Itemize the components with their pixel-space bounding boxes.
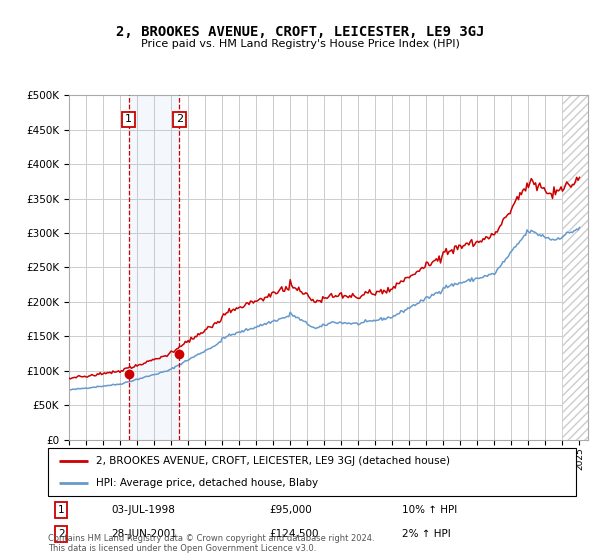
Text: 03-JUL-1998: 03-JUL-1998 (112, 505, 175, 515)
Text: 2, BROOKES AVENUE, CROFT, LEICESTER, LE9 3GJ: 2, BROOKES AVENUE, CROFT, LEICESTER, LE9… (116, 25, 484, 39)
Text: 28-JUN-2001: 28-JUN-2001 (112, 529, 177, 539)
FancyBboxPatch shape (48, 448, 576, 496)
Text: 2, BROOKES AVENUE, CROFT, LEICESTER, LE9 3GJ (detached house): 2, BROOKES AVENUE, CROFT, LEICESTER, LE9… (95, 456, 449, 466)
Text: Price paid vs. HM Land Registry's House Price Index (HPI): Price paid vs. HM Land Registry's House … (140, 39, 460, 49)
Text: £124,500: £124,500 (270, 529, 319, 539)
Text: Contains HM Land Registry data © Crown copyright and database right 2024.
This d: Contains HM Land Registry data © Crown c… (48, 534, 374, 553)
Text: 2: 2 (176, 114, 183, 124)
Text: 1: 1 (125, 114, 132, 124)
Text: 2% ↑ HPI: 2% ↑ HPI (402, 529, 451, 539)
Text: £95,000: £95,000 (270, 505, 313, 515)
Text: 10% ↑ HPI: 10% ↑ HPI (402, 505, 457, 515)
Text: 1: 1 (58, 505, 65, 515)
Bar (128, 95, 179, 440)
Text: HPI: Average price, detached house, Blaby: HPI: Average price, detached house, Blab… (95, 478, 317, 488)
Text: 2: 2 (58, 529, 65, 539)
